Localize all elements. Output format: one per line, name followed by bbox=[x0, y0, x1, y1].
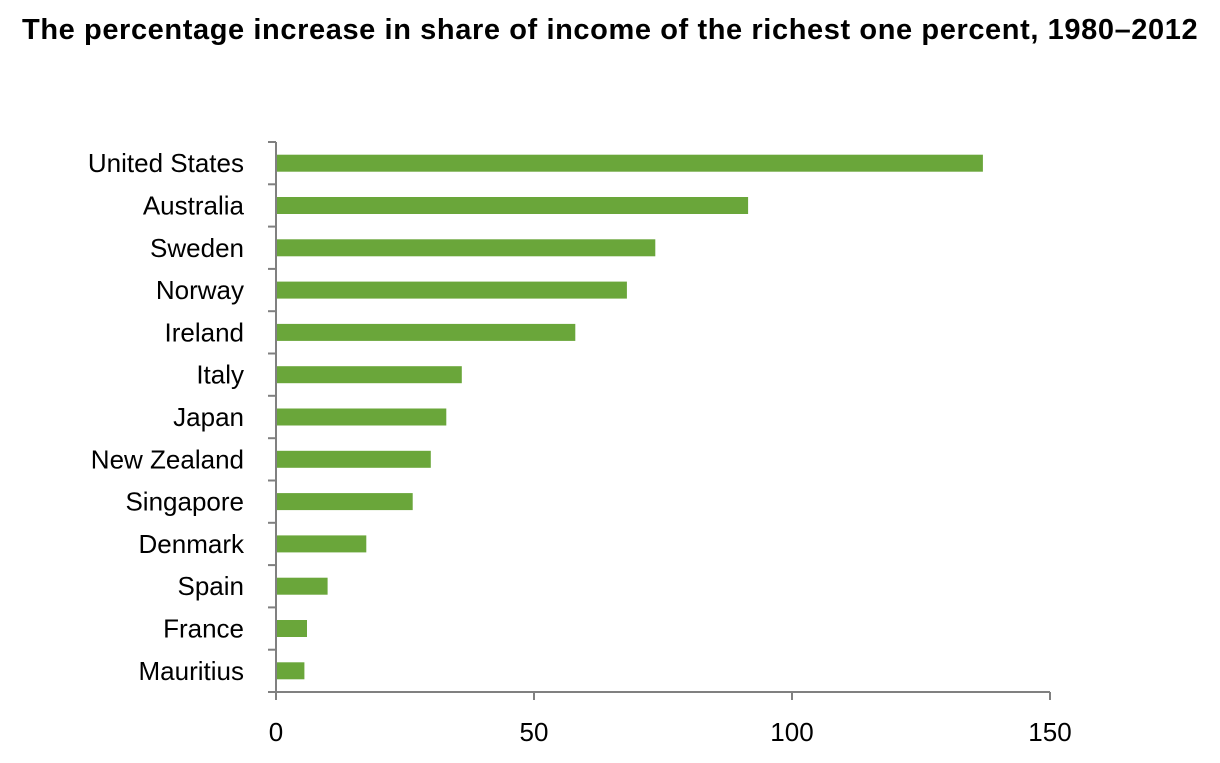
bar-france bbox=[276, 620, 307, 637]
axes-group bbox=[268, 141, 1051, 700]
chart-title: The percentage increase in share of inco… bbox=[22, 14, 1199, 46]
category-label-norway: Norway bbox=[156, 275, 244, 305]
category-label-ireland: Ireland bbox=[165, 317, 245, 347]
category-label-japan: Japan bbox=[173, 402, 244, 432]
bar-singapore bbox=[276, 493, 413, 511]
category-label-mauritius: Mauritius bbox=[139, 656, 244, 686]
category-label-australia: Australia bbox=[143, 191, 245, 221]
x-tick-labels-group: 0 50 100 150 bbox=[269, 717, 1072, 747]
category-label-sweden: Sweden bbox=[150, 233, 244, 263]
category-labels-group: United States Australia Sweden Norway Irelan… bbox=[88, 148, 245, 686]
bar-italy bbox=[276, 366, 462, 384]
bar-united-states bbox=[276, 154, 983, 172]
category-label-new-zealand: New Zealand bbox=[91, 444, 244, 474]
x-tick-label: 0 bbox=[269, 717, 283, 747]
bar-norway bbox=[276, 281, 627, 299]
bar-japan bbox=[276, 408, 447, 426]
x-tick-label: 150 bbox=[1028, 717, 1071, 747]
category-label-spain: Spain bbox=[178, 571, 245, 601]
bar-denmark bbox=[276, 535, 367, 553]
bar-australia bbox=[276, 197, 749, 214]
category-label-united-states: United States bbox=[88, 148, 244, 178]
category-label-italy: Italy bbox=[196, 360, 244, 390]
bar-spain bbox=[276, 577, 328, 595]
bar-mauritius bbox=[276, 662, 305, 680]
bar-sweden bbox=[276, 239, 656, 257]
x-tick-label: 100 bbox=[770, 717, 813, 747]
bars-group bbox=[276, 154, 983, 680]
x-tick-label: 50 bbox=[520, 717, 549, 747]
bar-ireland bbox=[276, 323, 576, 341]
category-label-denmark: Denmark bbox=[139, 529, 245, 559]
bar-new-zealand bbox=[276, 450, 431, 468]
category-label-france: France bbox=[163, 614, 244, 644]
category-label-singapore: Singapore bbox=[125, 487, 244, 517]
